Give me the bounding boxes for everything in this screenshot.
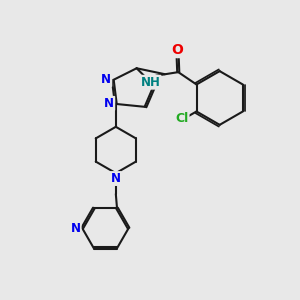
Text: N: N [104, 97, 114, 110]
Text: NH: NH [141, 76, 160, 89]
Text: N: N [71, 222, 81, 235]
Text: N: N [111, 172, 121, 185]
Text: Cl: Cl [175, 112, 189, 125]
Text: O: O [172, 43, 184, 57]
Text: N: N [101, 73, 111, 86]
